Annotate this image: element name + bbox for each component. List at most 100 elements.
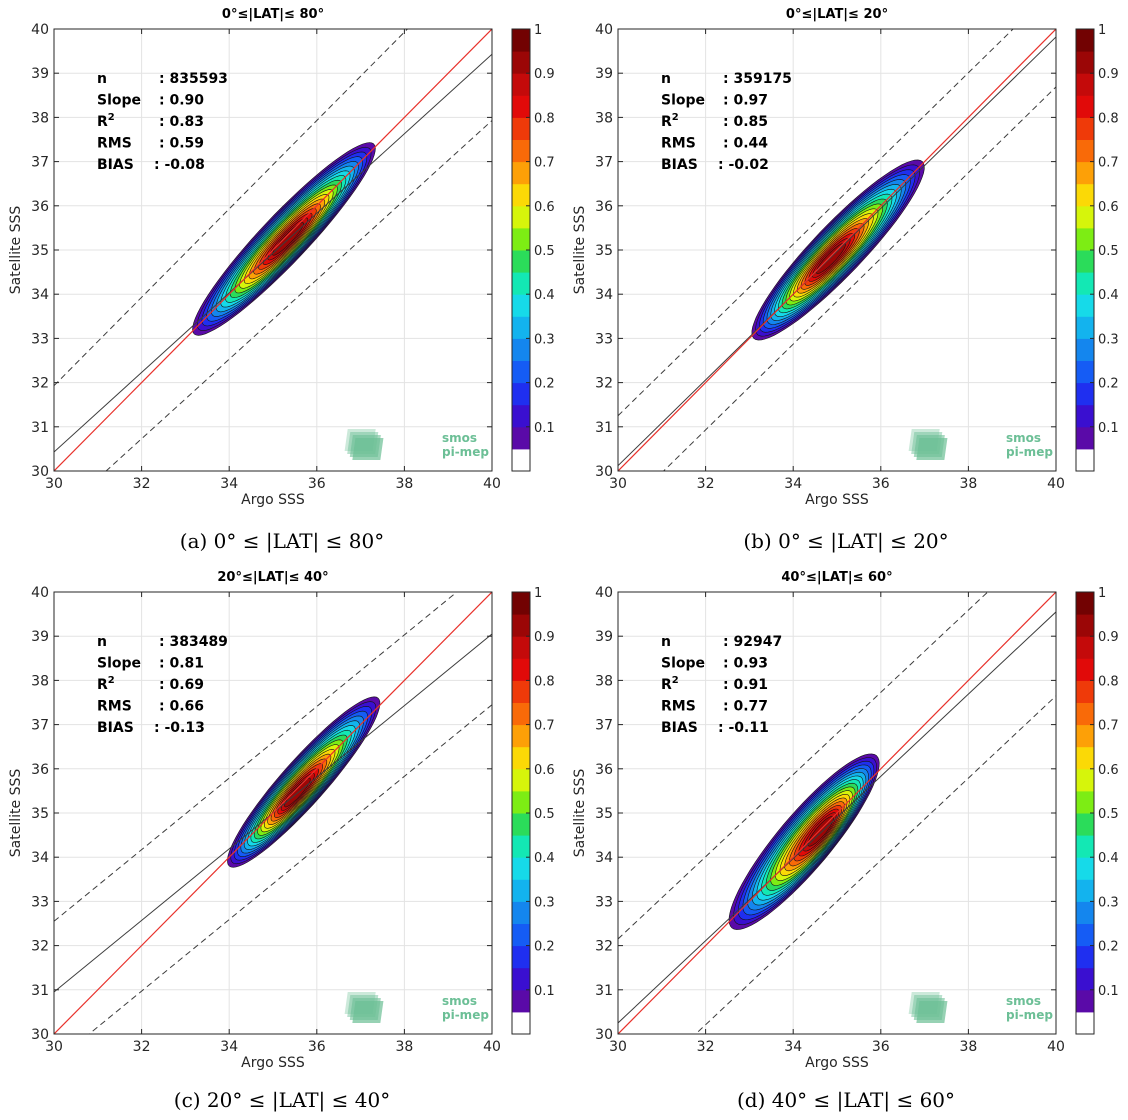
stat-label: BIAS xyxy=(661,157,698,173)
y-tick-label: 32 xyxy=(31,376,49,392)
y-tick-label: 37 xyxy=(595,155,613,171)
stat-value: : -0.08 xyxy=(154,157,205,173)
y-tick-label: 34 xyxy=(31,850,49,866)
colorbar-tick-label: 0.9 xyxy=(1098,67,1119,82)
chart-title: 0°≤|LAT|≤ 80° xyxy=(222,7,324,22)
colorbar-segment xyxy=(1076,360,1094,384)
x-tick-label: 32 xyxy=(133,476,151,492)
colorbar-segment xyxy=(1076,813,1094,836)
y-tick-label: 38 xyxy=(31,673,49,689)
colorbar-tick-label: 0.2 xyxy=(1098,940,1119,955)
envelope-upper-line xyxy=(618,592,989,940)
colorbar-segment xyxy=(1076,250,1094,273)
watermark-line2: pi-mep xyxy=(1006,445,1053,459)
colorbar-segment xyxy=(1076,227,1094,251)
y-tick-label: 32 xyxy=(31,939,49,955)
x-axis-label: Argo SSS xyxy=(805,492,869,508)
colorbar-tick-label: 0.7 xyxy=(1098,719,1119,734)
y-tick-label: 31 xyxy=(595,983,613,999)
colorbar-segment xyxy=(1076,945,1094,969)
stat-value: : -0.11 xyxy=(718,720,769,736)
stat-value: : 383489 xyxy=(159,634,228,650)
colorbar-segment xyxy=(512,426,530,450)
colorbar-segment xyxy=(512,183,530,207)
caption-c: (c) 20° ≤ |LAT| ≤ 40° xyxy=(173,1088,391,1112)
colorbar-tick-label: 1 xyxy=(534,23,542,38)
panel-a: 30 32 34 36 38 40 30 31 32 33 34 35 36 37 38 39 40 Argo S… xyxy=(8,7,555,508)
colorbar-tick-label: 0.3 xyxy=(534,332,555,347)
y-tick-label: 39 xyxy=(31,66,49,82)
colorbar-segment xyxy=(512,879,530,902)
stat-value: : 0.85 xyxy=(723,114,768,130)
watermark-line1: smos xyxy=(442,431,477,445)
x-tick-label: 30 xyxy=(609,476,627,492)
colorbar-segment xyxy=(512,73,530,96)
envelope-upper-line xyxy=(618,29,1014,417)
colorbar-segment xyxy=(1076,967,1094,991)
envelope-lower-line xyxy=(694,695,1056,1034)
watermark-line1: smos xyxy=(1006,431,1041,445)
x-tick-label: 30 xyxy=(45,1039,63,1055)
colorbar-tick-label: 0.6 xyxy=(1098,763,1119,778)
stat-label: Slope xyxy=(97,656,141,672)
colorbar-tick-label: 1 xyxy=(1098,23,1106,38)
colorbar-segment xyxy=(1076,768,1094,792)
colorbar-segment xyxy=(1076,272,1094,295)
stat-label: BIAS xyxy=(97,720,134,736)
colorbar-segment xyxy=(512,316,530,339)
colorbar-segment xyxy=(512,404,530,428)
colorbar-tick-label: 0.1 xyxy=(1098,421,1119,436)
colorbar-segment xyxy=(512,161,530,185)
colorbar-segment xyxy=(512,945,530,969)
y-axis-label: Satellite SSS xyxy=(572,206,588,295)
colorbar-segment xyxy=(512,338,530,361)
identity-line xyxy=(618,592,1056,1034)
colorbar-segment xyxy=(512,790,530,814)
y-tick-label: 40 xyxy=(31,22,49,38)
colorbar-tick-label: 0.4 xyxy=(1098,288,1119,303)
colorbar-segment xyxy=(1076,614,1094,637)
x-tick-label: 34 xyxy=(220,1039,238,1055)
y-tick-label: 39 xyxy=(31,629,49,645)
y-tick-label: 36 xyxy=(31,762,49,778)
colorbar-segment xyxy=(1076,724,1094,748)
identity-line xyxy=(618,29,1056,471)
x-tick-label: 32 xyxy=(697,476,715,492)
colorbar-segment xyxy=(512,724,530,748)
plot-content xyxy=(54,592,492,1034)
colorbar-segment xyxy=(1076,139,1094,163)
colorbar-segment xyxy=(1076,51,1094,74)
x-tick-label: 36 xyxy=(872,1039,890,1055)
plot-content xyxy=(618,592,1056,1034)
y-tick-label: 37 xyxy=(595,718,613,734)
stat-value: : 0.90 xyxy=(159,93,204,109)
y-tick-label: 30 xyxy=(31,1027,49,1043)
envelope-upper-line xyxy=(54,592,458,922)
colorbar-segment xyxy=(512,139,530,163)
x-tick-label: 38 xyxy=(395,476,413,492)
colorbar-tick-label: 0.2 xyxy=(534,377,555,392)
y-tick-label: 35 xyxy=(595,806,613,822)
y-tick-label: 36 xyxy=(595,199,613,215)
y-tick-label: 39 xyxy=(595,66,613,82)
colorbar-segment xyxy=(1076,29,1094,52)
regression-line xyxy=(618,36,1056,467)
colorbar-tick-label: 0.9 xyxy=(534,67,555,82)
y-axis-label: Satellite SSS xyxy=(8,206,24,295)
y-tick-label: 31 xyxy=(31,420,49,436)
colorbar-segment xyxy=(512,614,530,637)
stat-value: : -0.02 xyxy=(718,157,769,173)
y-tick-label: 39 xyxy=(595,629,613,645)
colorbar-tick-label: 1 xyxy=(534,586,542,601)
stat-label: n xyxy=(97,71,107,87)
colorbar-tick-label: 0.4 xyxy=(534,851,555,866)
stat-label-r2-sup: 2 xyxy=(108,112,115,123)
stat-value: : 0.93 xyxy=(723,656,768,672)
colorbar-segment xyxy=(1076,161,1094,185)
colorbar-segment xyxy=(512,702,530,726)
caption-a: (a) 0° ≤ |LAT| ≤ 80° xyxy=(179,529,385,553)
stat-value: : 0.44 xyxy=(723,136,768,152)
stat-label: n xyxy=(661,634,671,650)
colorbar-segment xyxy=(1076,636,1094,659)
